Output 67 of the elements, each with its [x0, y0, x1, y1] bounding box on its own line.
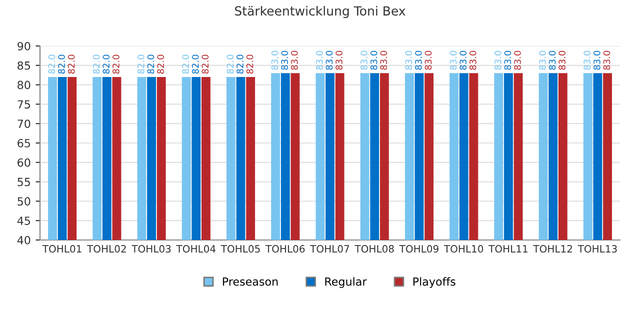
- y-tick-label: 55: [18, 178, 30, 186]
- data-label: 82.0: [246, 54, 254, 74]
- y-tick-label: 70: [18, 120, 30, 128]
- data-label: 83.0: [450, 50, 457, 70]
- data-label: 82.0: [48, 54, 56, 74]
- data-label: 83.0: [424, 50, 432, 70]
- data-label: 83.0: [336, 50, 342, 70]
- x-tick-label: TOHL13: [578, 245, 617, 253]
- y-tick-label: 80: [18, 80, 30, 90]
- data-label: 83.0: [504, 50, 512, 70]
- data-label: 83.0: [539, 50, 546, 70]
- data-label: 82.0: [192, 54, 199, 74]
- data-label: 82.0: [112, 54, 120, 74]
- y-tick-label: 65: [18, 138, 30, 148]
- data-label: 83.0: [380, 50, 388, 70]
- y-tick-label: 40: [17, 236, 30, 244]
- x-tick-label: TOHL11: [488, 245, 528, 253]
- data-label: 83.0: [558, 50, 566, 70]
- data-label: 83.0: [460, 50, 466, 70]
- data-label: 83.0: [415, 50, 422, 70]
- x-tick-label: TOHL04: [176, 245, 216, 253]
- x-tick-label: TOHL01: [42, 245, 82, 253]
- data-label: 83.0: [548, 50, 556, 70]
- x-tick-label: TOHL03: [132, 245, 171, 253]
- y-tick-label: 45: [17, 216, 30, 225]
- data-label: 82.0: [182, 54, 189, 74]
- x-tick-label: TOHL09: [399, 245, 438, 253]
- x-tick-label: TOHL05: [220, 245, 260, 253]
- data-label: 82.0: [226, 54, 234, 74]
- data-label: 82.0: [147, 54, 154, 74]
- legend-label: Preseason: [222, 278, 278, 286]
- data-label: 82.0: [202, 54, 209, 74]
- x-tick-label: TOHL02: [86, 245, 126, 253]
- chart-title: Stärkeentwicklung Toni Bex: [235, 6, 406, 18]
- y-tick-label: 85: [18, 61, 30, 70]
- data-label: 82.0: [157, 54, 164, 74]
- data-label: 83.0: [405, 50, 412, 70]
- data-label: 82.0: [58, 54, 65, 74]
- data-label: 82.0: [236, 54, 244, 74]
- data-label: 83.0: [584, 50, 590, 70]
- data-label: 83.0: [593, 50, 600, 70]
- y-tick-label: 75: [18, 100, 30, 109]
- data-label: 83.0: [603, 50, 610, 70]
- data-label: 83.0: [326, 50, 333, 70]
- data-label: 82.0: [92, 54, 100, 74]
- data-label: 83.0: [290, 50, 298, 70]
- data-label: 83.0: [494, 50, 502, 70]
- legend-label: Regular: [325, 277, 367, 288]
- x-tick-label: TOHL12: [533, 245, 572, 253]
- x-tick-label: TOHL08: [354, 245, 394, 253]
- data-label: 83.0: [370, 50, 378, 70]
- x-tick-label: TOHL06: [265, 245, 305, 253]
- data-label: 83.0: [271, 50, 278, 70]
- data-label: 83.0: [514, 50, 521, 70]
- data-label: 82.0: [138, 54, 144, 74]
- legend-label: Playoffs: [413, 277, 456, 288]
- y-tick-label: 60: [18, 158, 30, 167]
- x-tick-label: TOHL07: [310, 245, 350, 253]
- data-label: 83.0: [281, 50, 288, 70]
- data-label: 83.0: [316, 50, 323, 70]
- data-label: 82.0: [68, 54, 75, 74]
- data-label: 82.0: [102, 54, 110, 74]
- y-tick-label: 50: [18, 197, 30, 206]
- data-label: 83.0: [469, 50, 476, 70]
- data-label: 83.0: [360, 50, 368, 70]
- y-tick-label: 90: [18, 42, 30, 50]
- x-tick-label: TOHL10: [444, 245, 484, 253]
